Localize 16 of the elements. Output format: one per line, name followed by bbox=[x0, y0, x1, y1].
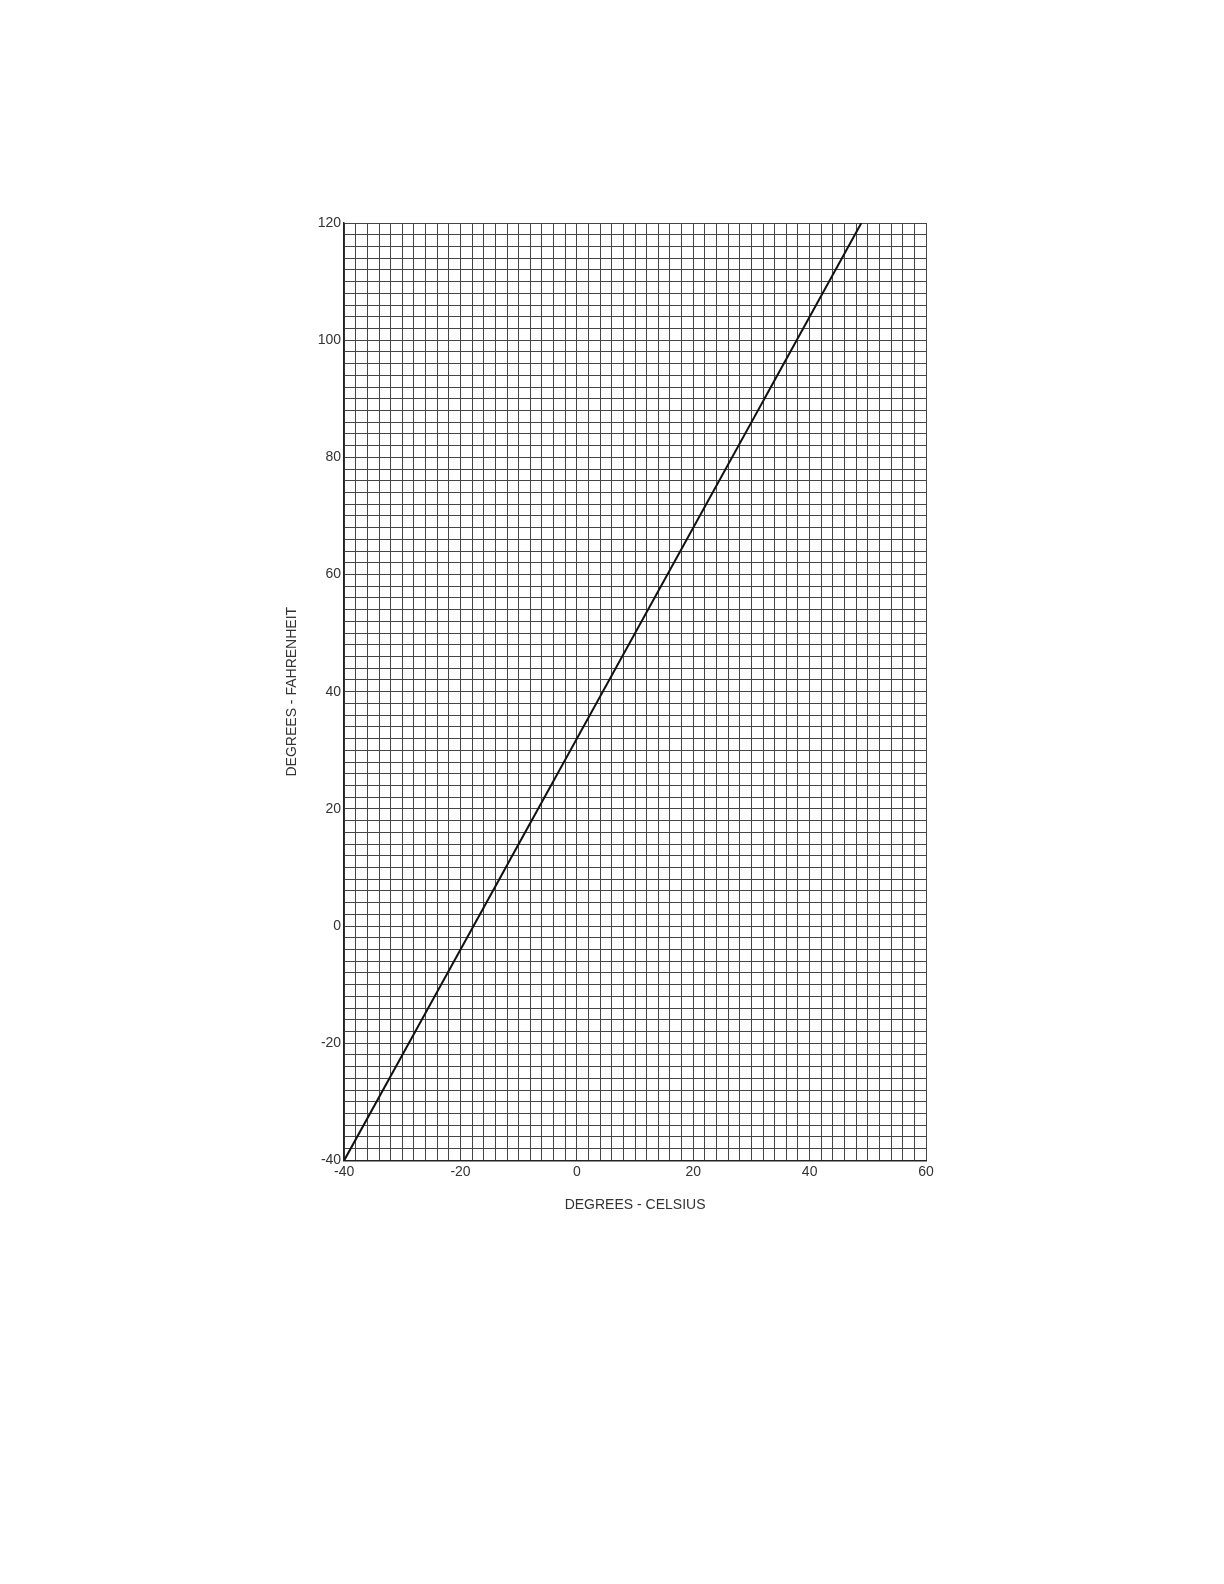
x-tick-label: 40 bbox=[801, 1162, 818, 1179]
y-tick-label: -20 bbox=[320, 1034, 342, 1051]
x-tick-label: 60 bbox=[918, 1162, 934, 1179]
y-tick-label: 100 bbox=[317, 331, 342, 348]
x-tick-label: -20 bbox=[450, 1162, 471, 1179]
y-tick-label: 0 bbox=[333, 916, 342, 933]
y-axis-title: DEGREES - FAHRENHEIT bbox=[283, 606, 300, 777]
y-tick-label: 60 bbox=[325, 565, 342, 582]
x-axis-title: DEGREES - CELSIUS bbox=[564, 1196, 706, 1213]
y-tick-label: 40 bbox=[325, 682, 342, 699]
y-tick-label: 80 bbox=[325, 448, 342, 465]
y-tick-label: 120 bbox=[317, 213, 342, 230]
y-tick-label: -40 bbox=[320, 1151, 342, 1168]
y-tick-label: 20 bbox=[325, 799, 342, 816]
x-tick-label: 20 bbox=[685, 1162, 702, 1179]
x-tick-label: 0 bbox=[573, 1162, 581, 1179]
